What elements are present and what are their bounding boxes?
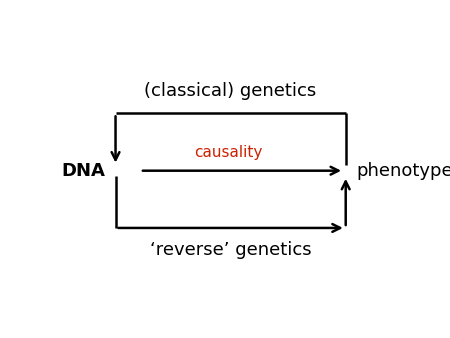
Text: ‘reverse’ genetics: ‘reverse’ genetics	[150, 241, 311, 259]
Text: causality: causality	[194, 145, 262, 160]
Text: DNA: DNA	[61, 162, 105, 180]
Text: phenotype: phenotype	[356, 162, 450, 180]
Text: (classical) genetics: (classical) genetics	[144, 82, 317, 100]
